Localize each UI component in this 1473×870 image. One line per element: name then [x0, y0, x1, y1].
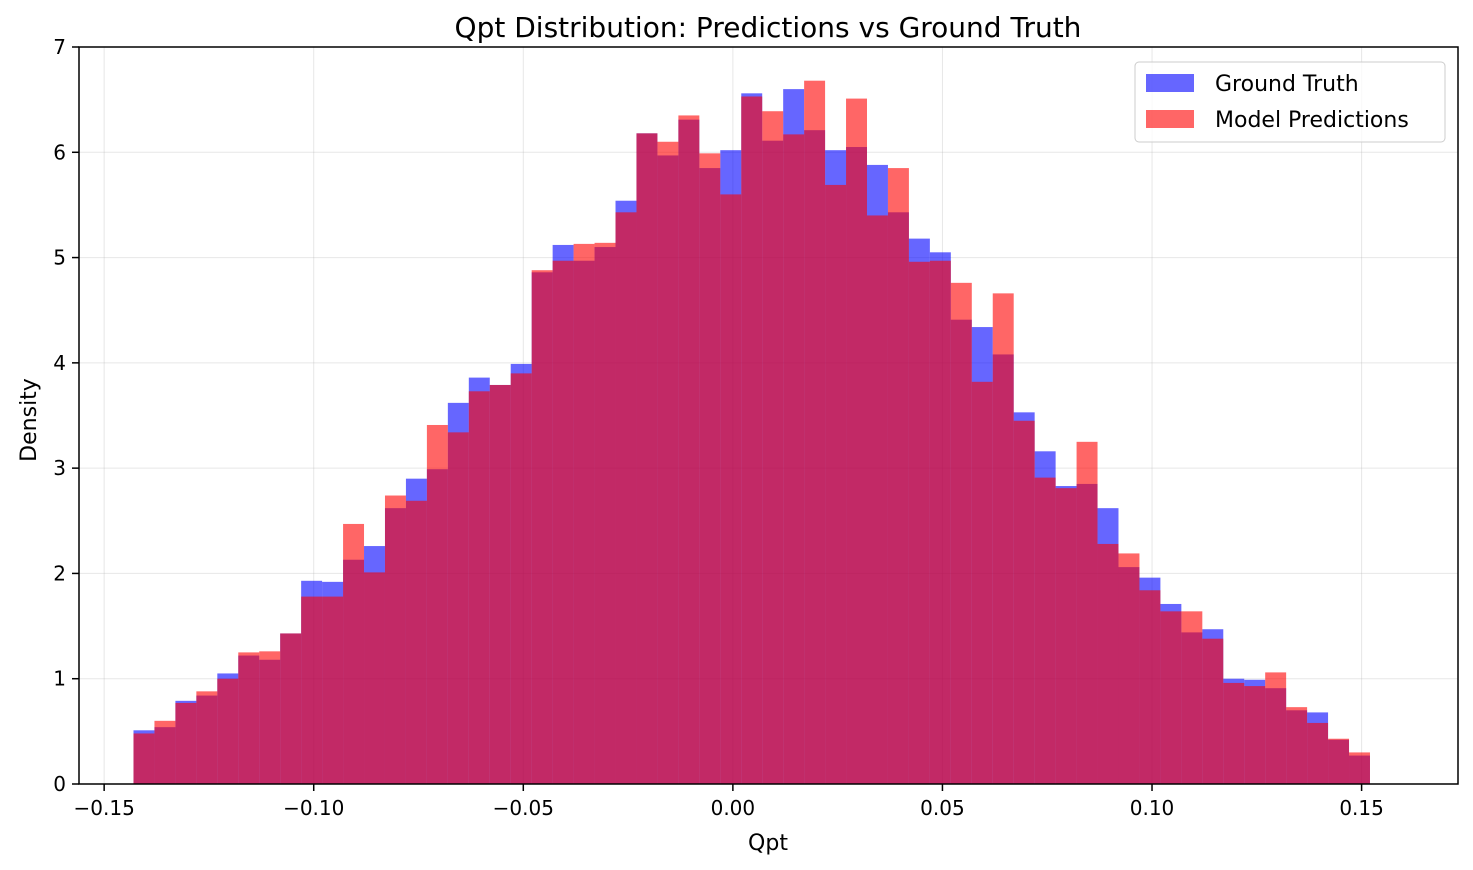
model-predictions-bar	[552, 260, 574, 785]
model-predictions-bar	[489, 384, 511, 784]
model-predictions-bar	[741, 96, 763, 785]
x-tick-label: −0.05	[493, 796, 554, 820]
model-predictions-bar	[133, 733, 155, 784]
model-predictions-bar	[322, 596, 344, 784]
x-axis-ticks: −0.15 −0.10 −0.05 0.00 0.05 0.10 0.15	[74, 784, 1384, 820]
y-axis-label: Density	[17, 378, 42, 462]
model-predictions-bar	[762, 111, 784, 784]
y-tick-label: 7	[53, 35, 66, 59]
model-predictions-bar	[1328, 738, 1350, 784]
model-predictions-bar	[1139, 590, 1161, 784]
x-axis-label: Qpt	[748, 831, 788, 856]
legend-label-model-predictions: Model Predictions	[1215, 108, 1409, 133]
model-predictions-bar	[573, 243, 595, 785]
model-predictions-bar	[657, 141, 679, 784]
model-predictions-bar	[1202, 638, 1224, 784]
x-tick-label: −0.15	[74, 796, 135, 820]
model-predictions-bar	[175, 702, 197, 784]
model-predictions-bar	[238, 652, 260, 784]
model-predictions-bar	[1307, 722, 1329, 784]
model-predictions-bar	[1181, 611, 1203, 784]
y-tick-label: 6	[53, 140, 66, 164]
model-predictions-bar	[992, 293, 1014, 784]
model-predictions-bar	[1286, 707, 1308, 784]
legend-swatch-ground-truth	[1146, 74, 1194, 92]
model-predictions-bar	[1349, 752, 1370, 784]
model-predictions-bar	[426, 424, 448, 784]
model-predictions-bar	[615, 212, 637, 784]
model-predictions-bar	[783, 134, 805, 784]
x-tick-label: 0.00	[711, 796, 756, 820]
model-predictions-bar	[1223, 682, 1245, 784]
x-tick-label: 0.15	[1339, 796, 1384, 820]
model-predictions-bar	[971, 381, 993, 784]
model-predictions-bar	[364, 572, 385, 784]
model-predictions-bar	[1265, 672, 1287, 784]
model-predictions-bar	[699, 153, 721, 785]
model-predictions-bar	[846, 98, 867, 785]
model-predictions-bar	[908, 261, 930, 785]
model-predictions-bar	[154, 720, 176, 784]
model-predictions-bar	[447, 432, 469, 784]
x-tick-label: 0.10	[1130, 796, 1175, 820]
model-predictions-bar	[1097, 543, 1119, 784]
model-predictions-bar	[510, 373, 532, 784]
model-predictions-bar	[1013, 420, 1035, 784]
legend-box	[1134, 61, 1446, 143]
model-predictions-bar	[259, 651, 281, 784]
x-tick-label: −0.10	[283, 796, 344, 820]
model-predictions-bar	[1160, 611, 1182, 784]
y-tick-label: 0	[53, 772, 66, 796]
x-tick-label: 0.05	[920, 796, 965, 820]
model-predictions-bar	[531, 270, 553, 785]
plot-frame	[78, 46, 1459, 785]
model-predictions-bar	[1244, 686, 1266, 784]
y-tick-label: 2	[53, 561, 66, 585]
model-predictions-bar	[594, 242, 616, 784]
y-tick-label: 3	[53, 456, 66, 480]
model-predictions-bar	[867, 215, 888, 784]
y-tick-label: 1	[53, 667, 66, 691]
model-predictions-bar	[1034, 477, 1056, 784]
model-predictions-bar	[1076, 441, 1098, 784]
model-predictions-bar	[1055, 488, 1077, 784]
model-predictions-bar	[343, 523, 365, 784]
model-predictions-bar	[1118, 553, 1140, 784]
model-predictions-bar	[217, 678, 239, 784]
model-predictions-bar	[825, 184, 847, 784]
model-predictions-bar	[678, 115, 700, 784]
model-predictions-bar	[468, 391, 490, 784]
model-predictions-bar	[887, 168, 909, 785]
model-predictions-bars	[133, 80, 1370, 785]
model-predictions-bar	[301, 596, 323, 784]
model-predictions-bar	[280, 633, 302, 784]
chart-title: Qpt Distribution: Predictions vs Ground …	[455, 11, 1082, 44]
legend-label-ground-truth: Ground Truth	[1215, 72, 1359, 97]
legend: Ground Truth Model Predictions	[1134, 61, 1446, 143]
model-predictions-bar	[720, 194, 742, 784]
model-predictions-bar	[405, 500, 427, 784]
model-predictions-bar	[950, 282, 972, 784]
y-tick-label: 4	[53, 351, 66, 375]
y-tick-label: 5	[53, 246, 66, 270]
model-predictions-bar	[804, 80, 826, 785]
legend-swatch-model-predictions	[1146, 110, 1194, 128]
model-predictions-bar	[636, 133, 658, 784]
model-predictions-bar	[196, 691, 218, 784]
y-axis-ticks: 0 1 2 3 4 5 6 7	[53, 35, 79, 796]
model-predictions-bar	[384, 495, 406, 784]
model-predictions-bar	[929, 260, 951, 785]
